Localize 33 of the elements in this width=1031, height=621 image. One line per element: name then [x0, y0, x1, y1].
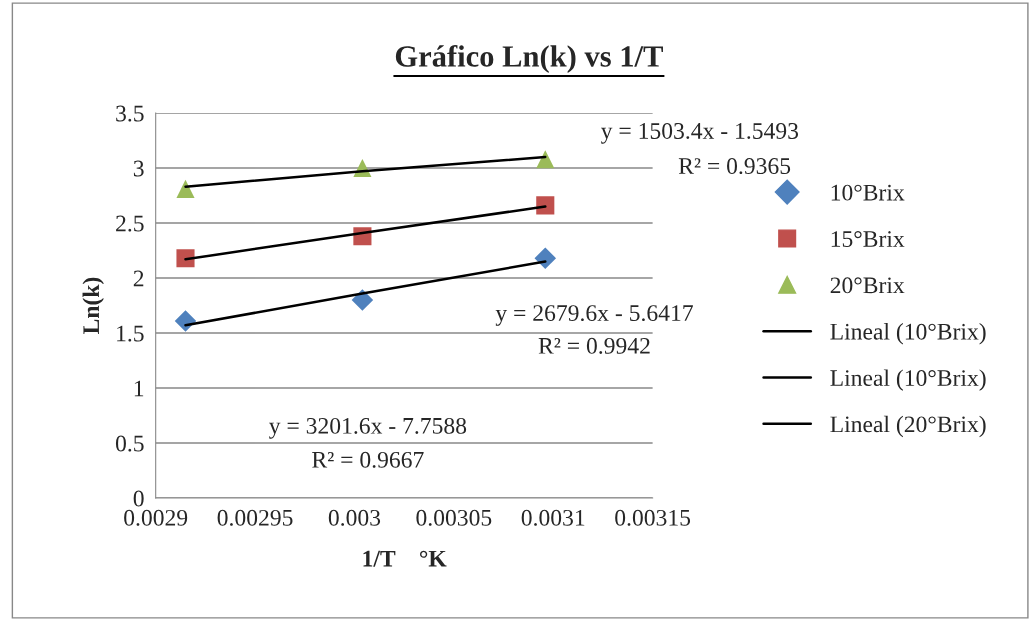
- y-tick-label: 3: [133, 160, 144, 177]
- legend-label: Lineal (20°Brix): [830, 415, 986, 438]
- y-tick-label: 3.5: [116, 105, 144, 122]
- x-axis-title: 1/T °K: [363, 550, 447, 567]
- y-tick-label: 0.5: [115, 435, 144, 452]
- annotation: R² = 0.9667: [312, 451, 424, 468]
- x-tick-label: 0.0029: [124, 509, 188, 526]
- point: [176, 249, 195, 268]
- y-tick-label: 0: [133, 490, 144, 507]
- y-tick-label: 2: [133, 270, 144, 287]
- point: [536, 196, 555, 215]
- point: [176, 179, 195, 198]
- y-tick-label: 1: [134, 380, 144, 397]
- text: R² = 0.9365: [678, 158, 791, 175]
- annotation: y = 1503.4x - 1.5493: [600, 122, 799, 144]
- annotation: R² = 0.9942: [538, 337, 650, 354]
- legend-label: Lineal (10°Brix): [830, 323, 986, 345]
- y-axis-title: Ln(k): [82, 277, 104, 334]
- legend-label: 15°Brix: [831, 231, 905, 247]
- point: [534, 247, 557, 269]
- chart-title: Gráfico Ln(k) vs 1/T: [395, 44, 663, 74]
- x-tick-label: 0.00295: [217, 509, 293, 526]
- annotation: y = 3201.6x - 7.7588: [269, 417, 467, 439]
- annotation: y = 2679.6x - 5.6417: [495, 305, 693, 326]
- x-tick-label: 0.00305: [416, 509, 492, 526]
- legend-label: 20°Brix: [830, 277, 905, 294]
- legend-label: 10°Brix: [831, 184, 905, 201]
- x-tick-label: 0.0031: [521, 509, 585, 526]
- legend-label: Lineal (10°Brix): [830, 369, 986, 391]
- x-tick-label: 0.003: [328, 509, 381, 526]
- y-tick-label: 2.5: [116, 215, 144, 232]
- x-tick-label: 0.00315: [615, 509, 691, 526]
- y-tick-label: 1.5: [117, 325, 144, 342]
